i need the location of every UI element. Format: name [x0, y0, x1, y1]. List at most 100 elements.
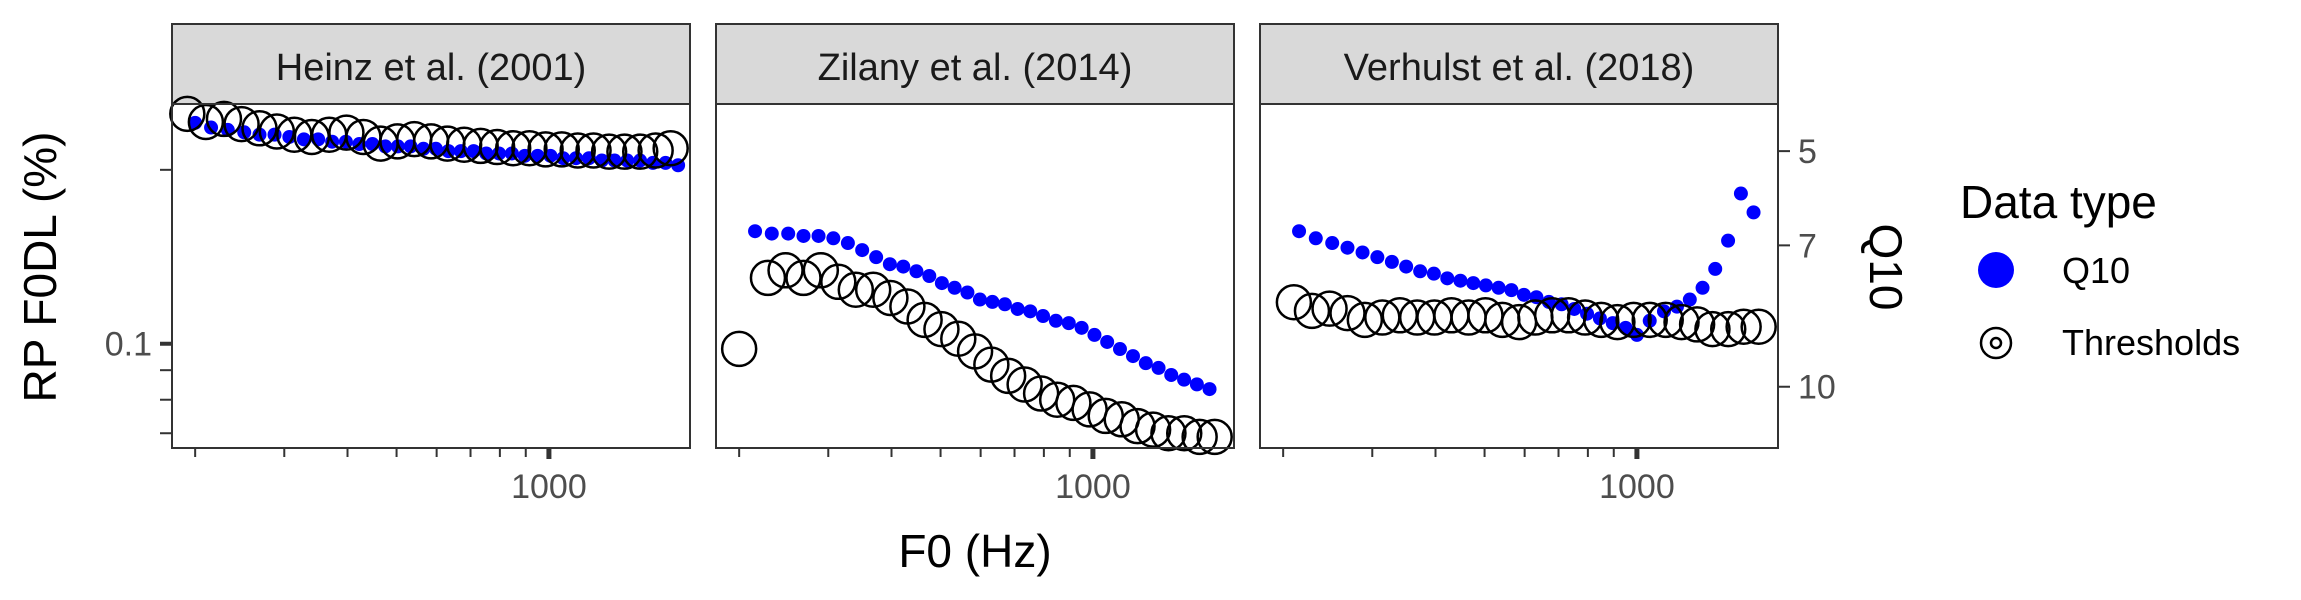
q10-point	[781, 226, 796, 241]
q10-point	[1695, 280, 1710, 295]
threshold-point	[1631, 301, 1668, 339]
threshold-point	[1134, 411, 1172, 448]
threshold-point	[1165, 414, 1203, 452]
y-left-tick-label: 0.1	[105, 326, 152, 364]
q10-point	[909, 264, 924, 279]
x-tick-label: 1000	[511, 468, 587, 506]
q10-point	[296, 132, 311, 147]
q10-point	[1567, 301, 1582, 316]
threshold-point	[1663, 303, 1700, 341]
threshold-point	[1311, 290, 1348, 327]
threshold-point	[1006, 366, 1043, 403]
threshold-point	[1293, 292, 1331, 330]
q10-point	[1708, 261, 1723, 276]
threshold-point	[1346, 301, 1384, 339]
threshold-point	[767, 252, 804, 289]
legend-thresholds-label: Thresholds	[2062, 322, 2240, 363]
threshold-point	[258, 113, 296, 150]
y-axis-left-title: RP F0DL (%)	[14, 132, 66, 403]
q10-point	[1682, 292, 1697, 307]
panel-plot-area	[1260, 104, 1778, 448]
q10-point	[811, 228, 826, 243]
threshold-point	[559, 132, 596, 169]
threshold-point	[1599, 303, 1636, 341]
y-right-tick-label: 10	[1798, 369, 1836, 407]
q10-point	[1370, 250, 1385, 265]
q10-point	[1087, 327, 1102, 342]
q10-point	[826, 231, 841, 246]
threshold-point	[205, 100, 243, 138]
q10-point	[922, 269, 937, 283]
threshold-point	[1055, 384, 1092, 422]
q10-point	[1100, 334, 1115, 349]
threshold-point	[328, 114, 365, 151]
q10-point	[1061, 316, 1076, 331]
q10-point	[896, 259, 911, 274]
threshold-point	[1181, 418, 1218, 456]
panel-border	[715, 103, 1235, 449]
q10-point	[1202, 382, 1217, 397]
threshold-point	[543, 131, 580, 168]
threshold-point	[621, 133, 659, 170]
q10-point	[748, 224, 763, 239]
legend: Data type Q10 Thresholds	[1960, 176, 2240, 363]
series-thresholds	[1275, 283, 1777, 348]
q10-point	[1010, 301, 1025, 316]
threshold-point	[494, 129, 532, 167]
panel-1: Heinz et al. (2001) 1000	[169, 23, 691, 506]
threshold-point	[1275, 283, 1313, 321]
q10-point	[1308, 231, 1323, 246]
q10-point	[1629, 327, 1644, 342]
q10-point	[764, 226, 779, 241]
threshold-point	[462, 127, 499, 165]
threshold-point	[590, 133, 628, 170]
y-right-tick-label: 7	[1798, 227, 1817, 265]
q10-point	[947, 280, 962, 295]
threshold-point	[511, 129, 548, 167]
q10-point	[1036, 309, 1051, 324]
threshold-point	[1647, 301, 1684, 339]
threshold-point	[478, 128, 516, 166]
threshold-point	[1196, 418, 1233, 456]
threshold-point	[1582, 301, 1620, 339]
q10-point	[1453, 273, 1468, 288]
q10-point	[840, 236, 855, 251]
q10-point	[1516, 287, 1531, 302]
q10-point	[934, 276, 949, 291]
q10-point	[1325, 236, 1340, 251]
q10-point	[1440, 271, 1455, 286]
panel-strip	[1259, 23, 1779, 105]
legend-entry-q10: Q10	[1978, 250, 2130, 291]
panel-2: Zilany et al. (2014) 1000	[715, 23, 1235, 506]
legend-thresholds-marker-outer	[1979, 326, 2013, 360]
series-q10	[748, 224, 1217, 397]
threshold-point	[1329, 294, 1366, 332]
q10-point	[1074, 320, 1089, 335]
threshold-point	[1725, 308, 1762, 346]
q10-point	[1023, 304, 1038, 319]
q10-point	[365, 137, 380, 152]
q10-point	[1384, 254, 1399, 269]
threshold-point	[187, 103, 225, 141]
threshold-point	[854, 271, 892, 309]
q10-point	[972, 292, 987, 307]
q10-point	[882, 257, 897, 272]
threshold-point	[749, 259, 787, 297]
threshold-point	[637, 132, 674, 169]
y-axis-right: 5 7 10	[1778, 133, 1836, 407]
threshold-point	[802, 252, 840, 289]
threshold-point	[169, 95, 206, 133]
threshold-point	[720, 330, 758, 368]
q10-point	[1746, 205, 1761, 220]
q10-point	[869, 250, 884, 265]
q10-point	[1721, 233, 1736, 248]
threshold-point	[1119, 407, 1156, 445]
q10-point	[1355, 245, 1370, 260]
legend-entry-thresholds: Thresholds	[1979, 322, 2240, 363]
threshold-point	[527, 131, 564, 168]
panel-strip	[171, 23, 691, 105]
threshold-point	[1709, 310, 1747, 348]
legend-q10-marker	[1978, 252, 2014, 288]
